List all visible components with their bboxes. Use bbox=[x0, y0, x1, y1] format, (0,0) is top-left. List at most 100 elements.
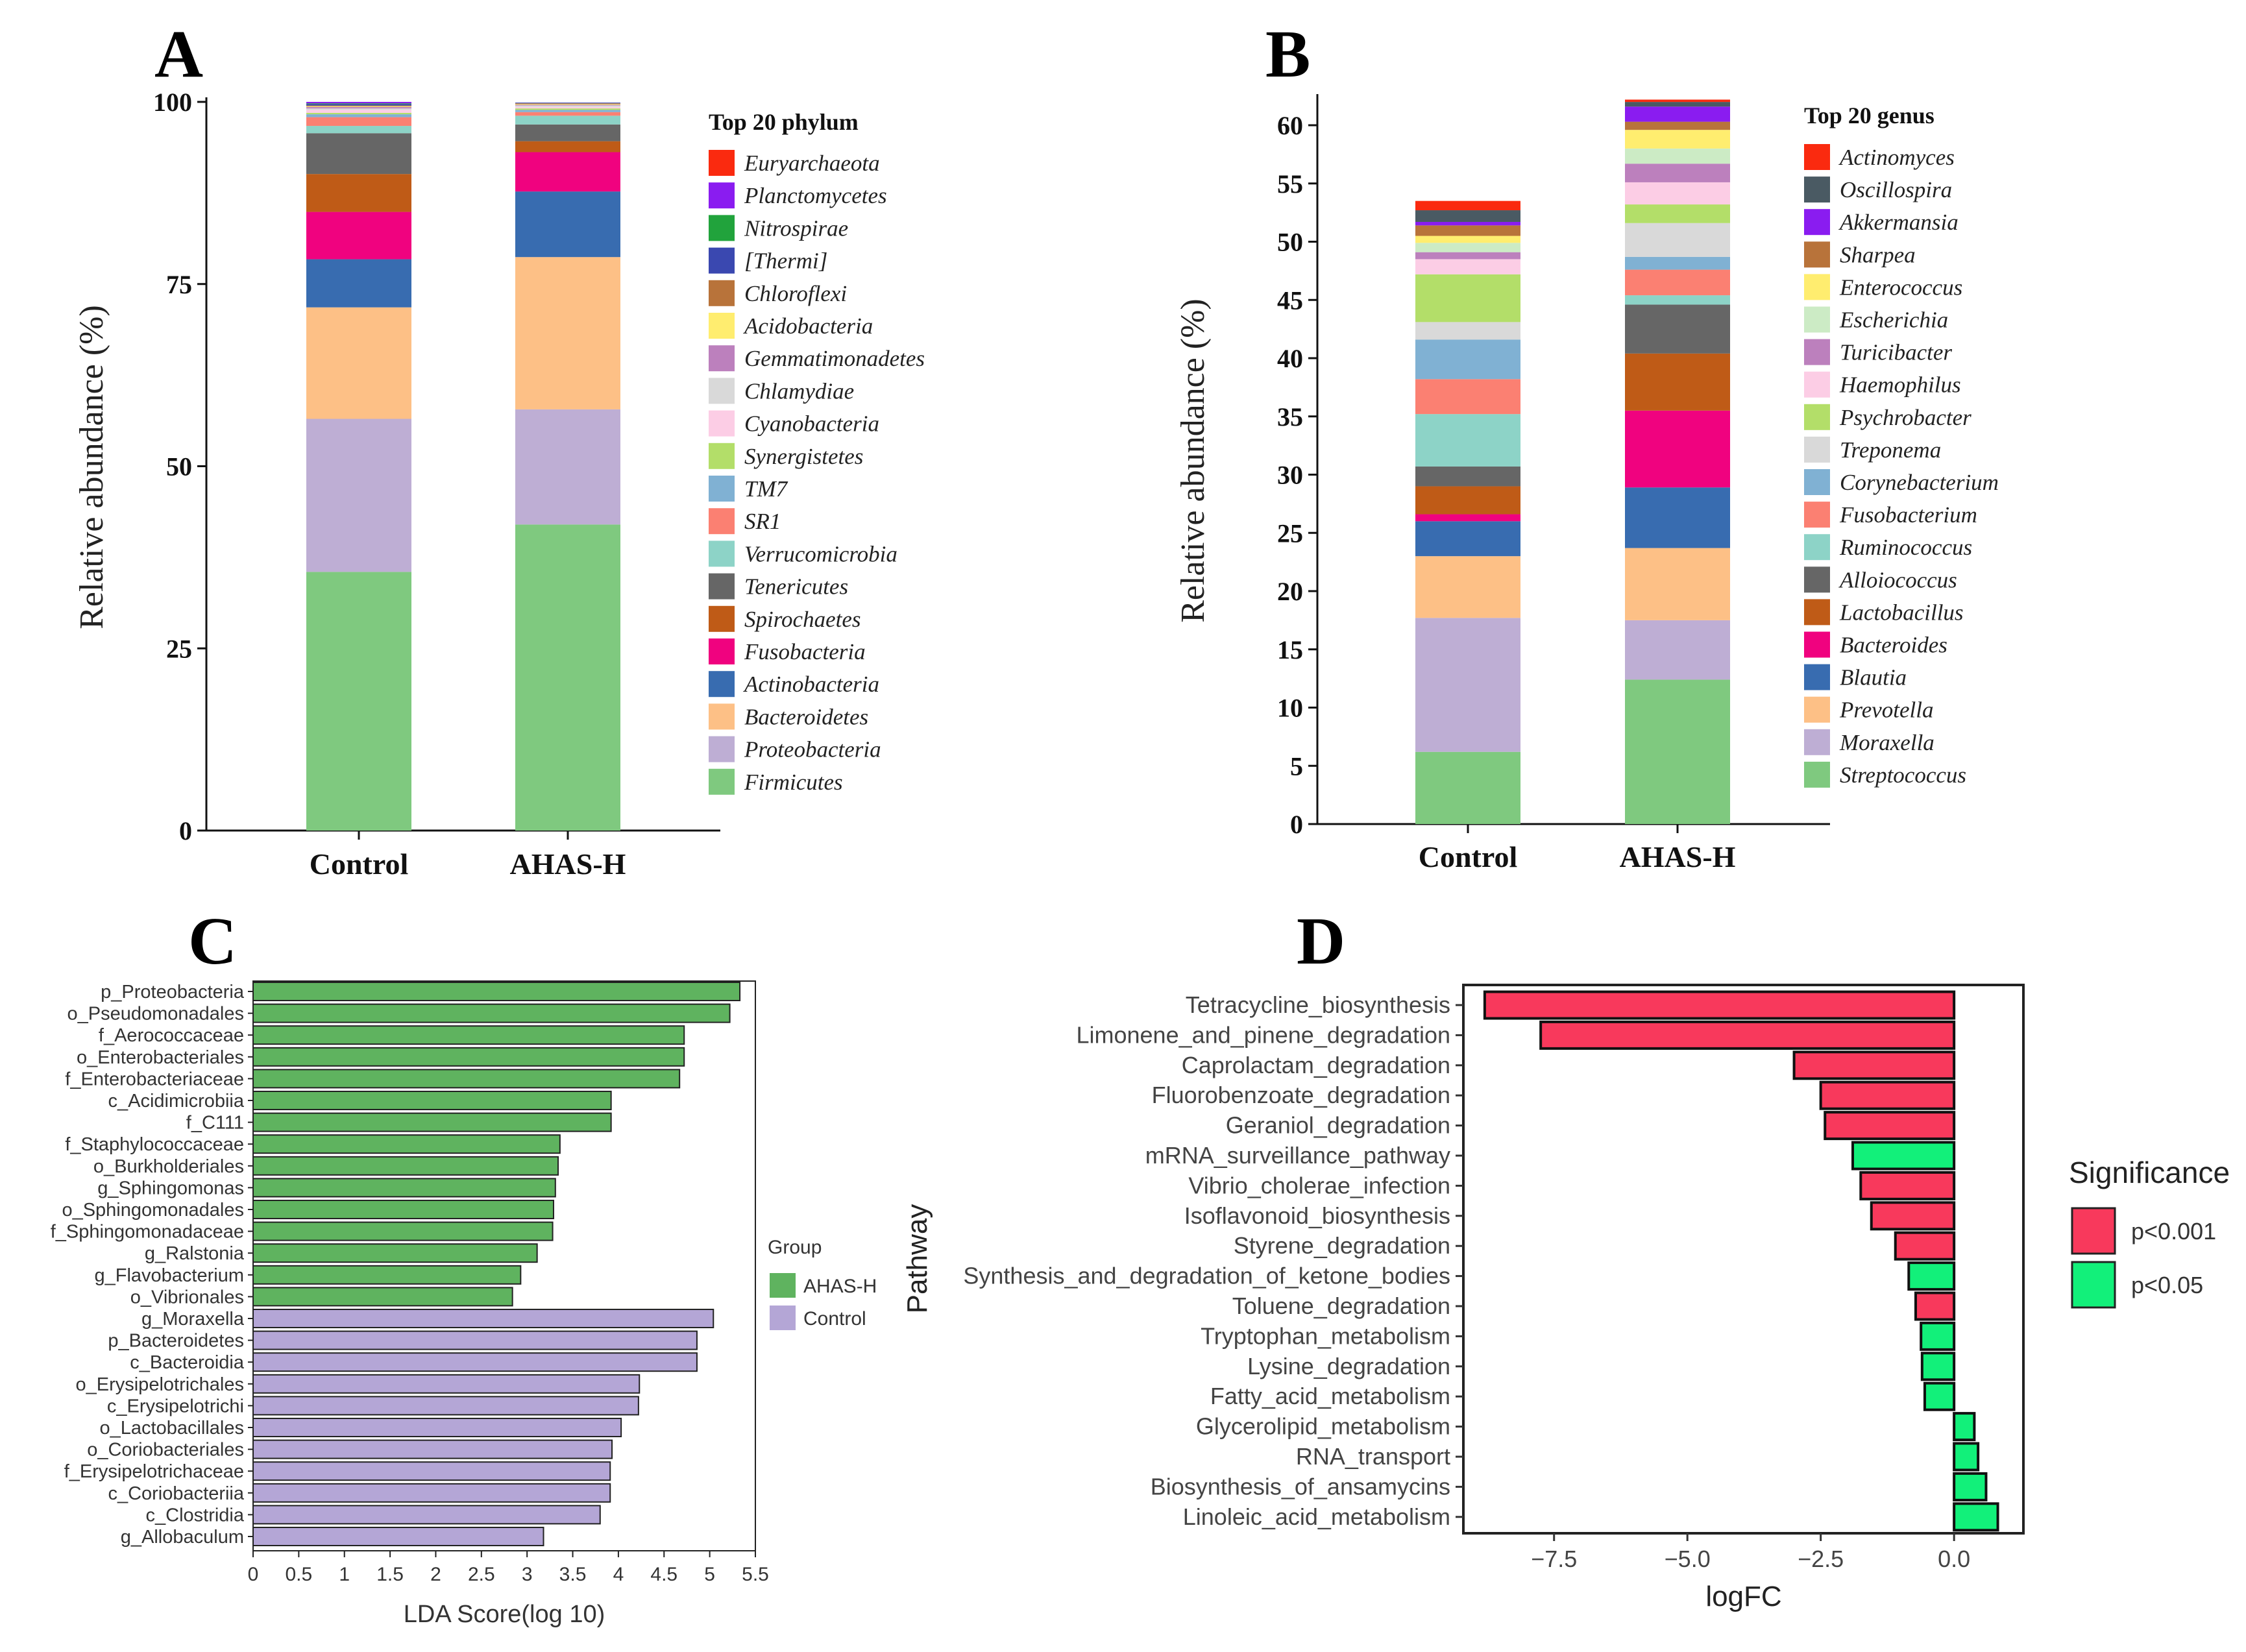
bar-segment-blautia bbox=[1415, 521, 1520, 557]
lda-bar-p-proteobacteria bbox=[252, 982, 741, 1001]
pathway-label-caprolactam-degradation: Caprolactam_degradation bbox=[1182, 1052, 1450, 1078]
bar-segment-escherichia bbox=[1625, 148, 1730, 164]
bar-segment-chlamydiae bbox=[306, 108, 411, 110]
legend-label-euryarchaeota: Euryarchaeota bbox=[744, 151, 880, 176]
legend-label-chlamydiae: Chlamydiae bbox=[744, 378, 854, 404]
taxon-label-o-lactobacillales: o_Lactobacillales bbox=[100, 1418, 244, 1439]
lda-bar-c-bacteroidia bbox=[252, 1352, 698, 1372]
lda-bar-o-enterobacteriales bbox=[252, 1047, 685, 1067]
legend-label-corynebacterium: Corynebacterium bbox=[1840, 470, 1999, 495]
y-tick-label: 50 bbox=[166, 452, 192, 481]
lda-bar-g-allobaculum bbox=[252, 1527, 544, 1546]
legend-swatch-actinomyces bbox=[1804, 144, 1830, 170]
legend-label-cyanobacteria: Cyanobacteria bbox=[744, 411, 879, 437]
legend-swatch-moraxella bbox=[1804, 729, 1830, 755]
bar-segment-moraxella bbox=[1625, 620, 1730, 680]
bar-segment-alloiococcus bbox=[1415, 466, 1520, 487]
bar-segment-chlamydiae bbox=[515, 105, 620, 107]
y-axis-title: Relative abundance (%) bbox=[73, 305, 110, 629]
legend-label-ahas-h: AHAS-H bbox=[803, 1276, 877, 1297]
logfc-bar-vibrio-cholerae-infection bbox=[1859, 1171, 1956, 1200]
legend-swatch-fusobacterium bbox=[1804, 502, 1830, 528]
y-tick-label: 100 bbox=[153, 88, 192, 117]
legend-swatch-sharpea bbox=[1804, 241, 1830, 268]
taxon-label-g-sphingomonas: g_Sphingomonas bbox=[97, 1178, 244, 1198]
bar-segment-lactobacillus bbox=[1415, 486, 1520, 515]
x-tick-label: 4 bbox=[613, 1564, 624, 1585]
legend-swatch-ahas-h bbox=[770, 1273, 796, 1298]
lda-bar-f-aerococcaceae bbox=[252, 1025, 685, 1045]
logfc-bar-limonene-and-pinene-degradation bbox=[1539, 1020, 1956, 1050]
legend-label-sharpea: Sharpea bbox=[1840, 242, 1916, 267]
bar-segment-treponema bbox=[1415, 322, 1520, 340]
bar-segment-bacteroides bbox=[1415, 514, 1520, 522]
legend-swatch-firmicutes bbox=[709, 768, 735, 795]
legend-label-streptococcus: Streptococcus bbox=[1840, 762, 1966, 788]
lda-bar-g-moraxella bbox=[252, 1309, 714, 1328]
legend-swatch-p-0-05 bbox=[2071, 1261, 2116, 1309]
legend-label-tm7: TM7 bbox=[744, 476, 788, 502]
logfc-bar-biosynthesis-of-ansamycins bbox=[1953, 1472, 1988, 1501]
legend-swatch-chloroflexi bbox=[709, 280, 735, 306]
bar-segment-escherichia bbox=[1415, 243, 1520, 252]
bar-segment-proteobacteria bbox=[306, 419, 411, 572]
x-tick-label: −2.5 bbox=[1798, 1546, 1844, 1572]
bar-segment-psychrobacter bbox=[1625, 204, 1730, 223]
pathway-label-synthesis-and-degradation-of-ketone-bodies: Synthesis_and_degradation_of_ketone_bodi… bbox=[963, 1263, 1450, 1289]
x-tick-label: AHAS-H bbox=[510, 847, 626, 881]
bar-segment-actinomyces bbox=[1415, 200, 1520, 211]
legend-label-sr1: SR1 bbox=[744, 509, 781, 534]
y-tick-label: 25 bbox=[1277, 518, 1303, 548]
legend-label-thermi: [Thermi] bbox=[744, 249, 827, 274]
bar-segment-streptococcus bbox=[1415, 751, 1520, 824]
legend-swatch-proteobacteria bbox=[709, 736, 735, 762]
legend-label-p-0-001: p<0.001 bbox=[2131, 1218, 2216, 1245]
legend-swatch-control bbox=[770, 1306, 796, 1330]
y-tick-label: 5 bbox=[1290, 751, 1303, 781]
bar-segment-streptococcus bbox=[1625, 679, 1730, 824]
legend-swatch-sr1 bbox=[709, 508, 735, 535]
bar-segment-oscillospira bbox=[1415, 210, 1520, 222]
pathway-label-vibrio-cholerae-infection: Vibrio_cholerae_infection bbox=[1188, 1172, 1450, 1198]
panel-c: p_Proteobacteriao_Pseudomonadalesf_Aeroc… bbox=[51, 980, 877, 1628]
pathway-label-fatty-acid-metabolism: Fatty_acid_metabolism bbox=[1210, 1383, 1450, 1409]
logfc-bar-rna-transport bbox=[1953, 1442, 1980, 1472]
x-tick-label: AHAS-H bbox=[1620, 840, 1736, 873]
panel-label-b: B bbox=[1265, 17, 1310, 91]
logfc-bar-synthesis-and-degradation-of-ketone-bodies bbox=[1907, 1261, 1956, 1291]
lda-bar-g-sphingomonas bbox=[252, 1178, 556, 1198]
legend-label-chloroflexi: Chloroflexi bbox=[744, 281, 847, 306]
bar-segment-firmicutes bbox=[515, 524, 620, 831]
legend-swatch-fusobacteria bbox=[709, 638, 735, 664]
legend-swatch-spirochaetes bbox=[709, 605, 735, 632]
lda-bar-o-vibrionales bbox=[252, 1287, 513, 1307]
lda-bar-o-burkholderiales bbox=[252, 1156, 559, 1176]
x-tick-label: 0 bbox=[248, 1564, 259, 1585]
bar-segment-psychrobacter bbox=[1415, 274, 1520, 322]
legend-label-verrucomicrobia: Verrucomicrobia bbox=[744, 541, 897, 566]
bar-segment-prevotella bbox=[1415, 556, 1520, 618]
logfc-bar-isoflavonoid-biosynthesis bbox=[1870, 1201, 1956, 1231]
y-tick-label: 50 bbox=[1277, 228, 1303, 257]
legend-label-moraxella: Moraxella bbox=[1839, 730, 1935, 755]
legend-label-actinobacteria: Actinobacteria bbox=[743, 672, 879, 697]
taxon-label-c-bacteroidia: c_Bacteroidia bbox=[130, 1352, 245, 1373]
x-tick-label: Control bbox=[310, 847, 409, 881]
bar-segment-corynebacterium bbox=[1625, 256, 1730, 270]
bar-segment-planctomycetes bbox=[306, 102, 411, 104]
legend-label-akkermansia: Akkermansia bbox=[1838, 210, 1959, 235]
bar-segment-sr1 bbox=[306, 117, 411, 127]
legend-label-synergistetes: Synergistetes bbox=[744, 444, 863, 469]
bar-segment-synergistetes bbox=[515, 108, 620, 110]
lda-bar-c-clostridia bbox=[252, 1505, 601, 1525]
legend-swatch-bacteroidetes bbox=[709, 703, 735, 730]
legend-label-bacteroidetes: Bacteroidetes bbox=[744, 704, 868, 729]
logfc-bar-fatty-acid-metabolism bbox=[1923, 1381, 1956, 1411]
legend-swatch-synergistetes bbox=[709, 443, 735, 469]
lda-bar-f-c111 bbox=[252, 1112, 612, 1132]
y-tick-label: 45 bbox=[1277, 285, 1303, 315]
x-tick-label: 1 bbox=[339, 1564, 350, 1585]
y-tick-label: 35 bbox=[1277, 402, 1303, 431]
bar-segment-corynebacterium bbox=[1415, 339, 1520, 380]
bar-segment-firmicutes bbox=[306, 572, 411, 831]
